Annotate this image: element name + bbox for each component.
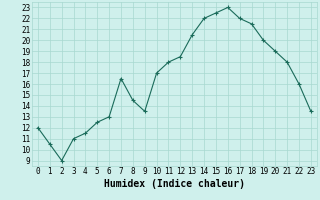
X-axis label: Humidex (Indice chaleur): Humidex (Indice chaleur) bbox=[104, 179, 245, 189]
